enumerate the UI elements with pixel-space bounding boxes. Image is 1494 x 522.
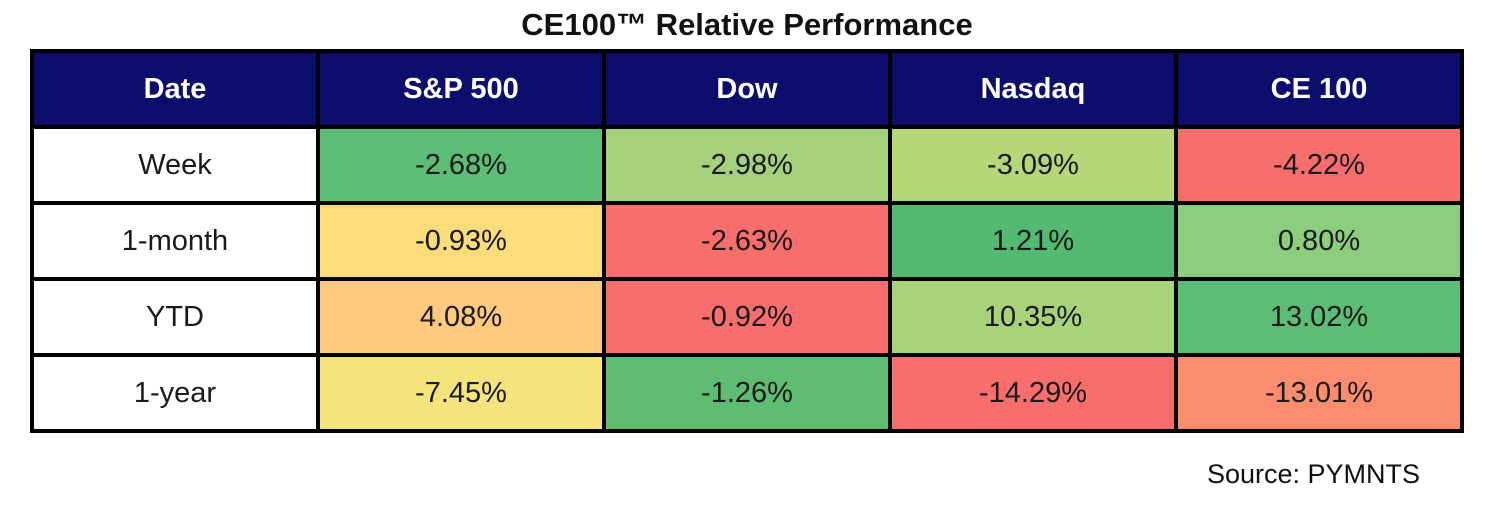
row-label-1-month: 1-month: [30, 201, 320, 281]
column-header-sp500: S&P 500: [316, 49, 606, 129]
cell-1-month-nasdaq: 1.21%: [888, 201, 1178, 281]
column-header-ce100: CE 100: [1174, 49, 1464, 129]
cell-week-sp500: -2.68%: [316, 125, 606, 205]
column-header-dow: Dow: [602, 49, 892, 129]
cell-1-year-dow: -1.26%: [602, 353, 892, 433]
header-row: Date S&P 500 Dow Nasdaq CE 100: [30, 49, 1464, 129]
column-header-nasdaq: Nasdaq: [888, 49, 1178, 129]
table-row-1-month: 1-month -0.93% -2.63% 1.21% 0.80%: [30, 201, 1464, 281]
row-label-1-year: 1-year: [30, 353, 320, 433]
table-row-1-year: 1-year -7.45% -1.26% -14.29% -13.01%: [30, 353, 1464, 433]
source-note: Source: PYMNTS: [1206, 459, 1420, 489]
row-label-ytd: YTD: [30, 277, 320, 357]
table-row-ytd: YTD 4.08% -0.92% 10.35% 13.02%: [30, 277, 1464, 357]
table-row-week: Week -2.68% -2.98% -3.09% -4.22%: [30, 125, 1464, 205]
cell-week-dow: -2.98%: [602, 125, 892, 205]
column-header-date: Date: [30, 49, 320, 129]
page-title: CE100™ Relative Performance: [521, 7, 973, 42]
cell-1-month-ce100: 0.80%: [1174, 201, 1464, 281]
cell-1-month-sp500: -0.93%: [316, 201, 606, 281]
cell-week-ce100: -4.22%: [1174, 125, 1464, 205]
cell-1-month-dow: -2.63%: [602, 201, 892, 281]
cell-ytd-nasdaq: 10.35%: [888, 277, 1178, 357]
cell-1-year-ce100: -13.01%: [1174, 353, 1464, 433]
cell-ytd-dow: -0.92%: [602, 277, 892, 357]
cell-ytd-sp500: 4.08%: [316, 277, 606, 357]
row-label-week: Week: [30, 125, 320, 205]
cell-week-nasdaq: -3.09%: [888, 125, 1178, 205]
cell-1-year-sp500: -7.45%: [316, 353, 606, 433]
cell-ytd-ce100: 13.02%: [1174, 277, 1464, 357]
performance-table: Date S&P 500 Dow Nasdaq CE 100 Week -2.6…: [30, 49, 1464, 433]
cell-1-year-nasdaq: -14.29%: [888, 353, 1178, 433]
